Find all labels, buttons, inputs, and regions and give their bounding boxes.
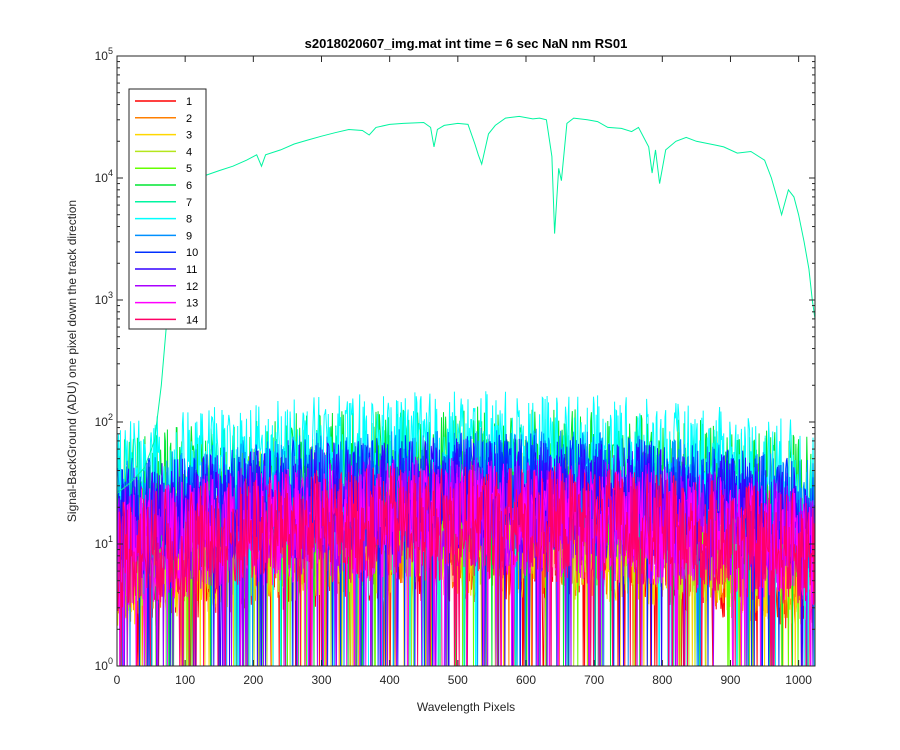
legend-label-1: 1 (186, 96, 192, 108)
legend-label-8: 8 (186, 214, 192, 226)
plot-frame (116, 55, 816, 667)
legend-label-9: 9 (186, 230, 192, 242)
y-tick-label: 100 (95, 656, 113, 673)
legend-label-14: 14 (186, 314, 198, 326)
x-tick-label: 600 (516, 673, 536, 687)
series-layer (117, 115, 815, 666)
y-tick-label: 103 (95, 290, 113, 307)
x-tick-label: 300 (311, 673, 331, 687)
x-tick-label: 200 (243, 673, 263, 687)
x-tick-label: 900 (720, 673, 740, 687)
legend-label-6: 6 (186, 180, 192, 192)
legend-label-7: 7 (186, 197, 192, 209)
legend-box (128, 88, 207, 330)
x-tick-label: 700 (584, 673, 604, 687)
y-tick-label: 104 (95, 168, 113, 185)
x-tick-label: 1000 (785, 673, 812, 687)
series-line-7 (117, 115, 815, 494)
y-axis-label: Signal-BackGround (ADU) one pixel down t… (65, 200, 79, 522)
x-axis-label: Wavelength Pixels (417, 700, 515, 714)
x-tick-label: 100 (175, 673, 195, 687)
x-tick-label: 500 (448, 673, 468, 687)
legend-label-12: 12 (186, 281, 198, 293)
x-tick-label: 800 (652, 673, 672, 687)
legend-label-5: 5 (186, 163, 192, 175)
legend-label-2: 2 (186, 113, 192, 125)
y-tick-label: 102 (95, 412, 113, 429)
x-tick-label: 0 (114, 673, 121, 687)
legend-label-11: 11 (186, 264, 197, 276)
x-tick-label: 400 (380, 673, 400, 687)
y-tick-label: 101 (95, 534, 113, 551)
legend-label-10: 10 (186, 247, 198, 259)
y-tick-label: 105 (95, 46, 113, 63)
legend-label-13: 13 (186, 298, 198, 310)
chart-title: s2018020607_img.mat int time = 6 sec NaN… (305, 36, 628, 51)
axis-ticks: 0 100 200 300 400 500 600 700 800 900 100010010110… (95, 46, 815, 687)
legend-label-3: 3 (186, 130, 192, 142)
series-line-14 (117, 464, 815, 666)
legend-label-4: 4 (186, 146, 192, 158)
